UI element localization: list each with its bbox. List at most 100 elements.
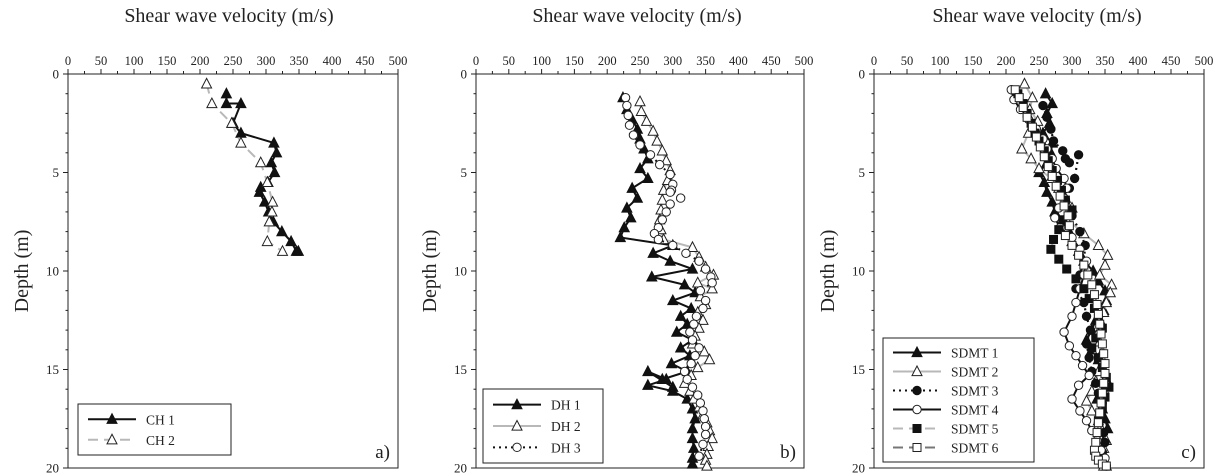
data-point [1064,341,1075,351]
data-point [1099,258,1111,270]
data-point [701,459,713,471]
data-point [660,372,673,384]
data-point [686,457,699,469]
data-point [292,244,305,256]
data-point [1060,231,1070,241]
y-axis-label: Depth (m) [419,230,441,313]
x-tick-label: 50 [503,54,516,68]
data-point [1016,142,1028,154]
data-point [687,335,698,345]
y-axis-label: Depth (m) [11,230,33,313]
data-point [694,343,704,353]
data-point [682,374,692,385]
data-point [686,262,699,274]
data-point [1084,352,1094,363]
chart-title: Shear wave velocity (m/s) [124,5,333,27]
x-tick-label: 500 [1195,54,1214,68]
data-point [220,87,233,99]
data-point [1039,152,1049,162]
x-tick-label: 150 [158,54,177,68]
data-point [235,136,247,148]
data-point [1084,370,1094,381]
data-point [1046,96,1059,109]
data-point [622,100,632,111]
data-point [1100,295,1113,308]
data-point [1063,211,1073,221]
legend-marker [106,412,118,424]
x-tick-label: 250 [1030,54,1049,68]
data-point [624,120,635,130]
x-tick-label: 350 [1096,54,1115,68]
data-point [665,169,675,180]
data-point [691,311,702,322]
panel-label: c) [1181,442,1196,463]
data-point [1099,349,1109,359]
data-point [642,364,654,377]
data-point [1073,150,1084,160]
data-point [1101,248,1114,260]
data-point [1080,394,1093,406]
series-ch-1 [220,87,305,256]
data-point [1095,408,1105,418]
data-point [1046,124,1056,134]
data-point [1087,343,1097,353]
data-point [220,96,233,109]
data-point [1064,157,1075,168]
data-point [254,156,267,168]
data-point [1018,102,1028,112]
data-point [266,205,278,217]
data-point [1087,280,1097,290]
data-point [1064,221,1074,231]
y-tick-label: 5 [53,165,60,180]
x-tick-label: 100 [125,54,144,68]
data-point [1069,173,1080,184]
data-point [1047,171,1057,181]
legend-label: DH 1 [551,398,581,413]
x-tick-label: 400 [729,54,748,68]
data-point [1097,339,1107,349]
data-point [703,353,716,365]
legend-label: SDMT 6 [951,441,999,456]
data-point [657,215,668,225]
data-point [1093,418,1103,428]
data-point [670,325,683,337]
data-point [661,207,671,217]
y-axis-label: Depth (m) [817,230,839,313]
x-tick-label: 250 [631,54,650,68]
legend-label: SDMT 2 [951,365,998,380]
data-point [700,429,711,440]
y-tick-label: 10 [852,264,865,279]
data-point [1062,264,1072,274]
x-tick-label: 350 [290,54,309,68]
data-point [1077,360,1088,371]
data-point [1092,299,1102,309]
series-line [618,97,698,465]
data-point [664,254,676,266]
chart-title: Shear wave velocity (m/s) [532,5,741,27]
data-point [1051,181,1061,191]
data-point [656,193,669,205]
data-point [1074,250,1084,260]
x-tick-label: 300 [663,54,682,68]
data-point [1010,85,1020,95]
data-point [706,431,718,444]
data-point [654,159,665,170]
data-point [665,199,675,209]
y-tick-label: 20 [852,461,865,476]
x-tick-label: 0 [473,54,479,68]
x-tick-label: 150 [565,54,584,68]
data-point [1091,437,1101,447]
data-point [623,110,633,121]
series-ch-2 [200,77,289,256]
x-tick-label: 0 [871,54,877,68]
x-tick-label: 500 [795,54,814,68]
data-point [1067,394,1077,404]
data-point [276,244,289,256]
data-point [276,225,288,237]
data-point [1100,359,1110,369]
data-point [261,175,274,187]
y-tick-label: 5 [461,165,468,180]
data-point [1099,378,1109,388]
data-point [265,156,278,168]
data-point [678,278,691,290]
